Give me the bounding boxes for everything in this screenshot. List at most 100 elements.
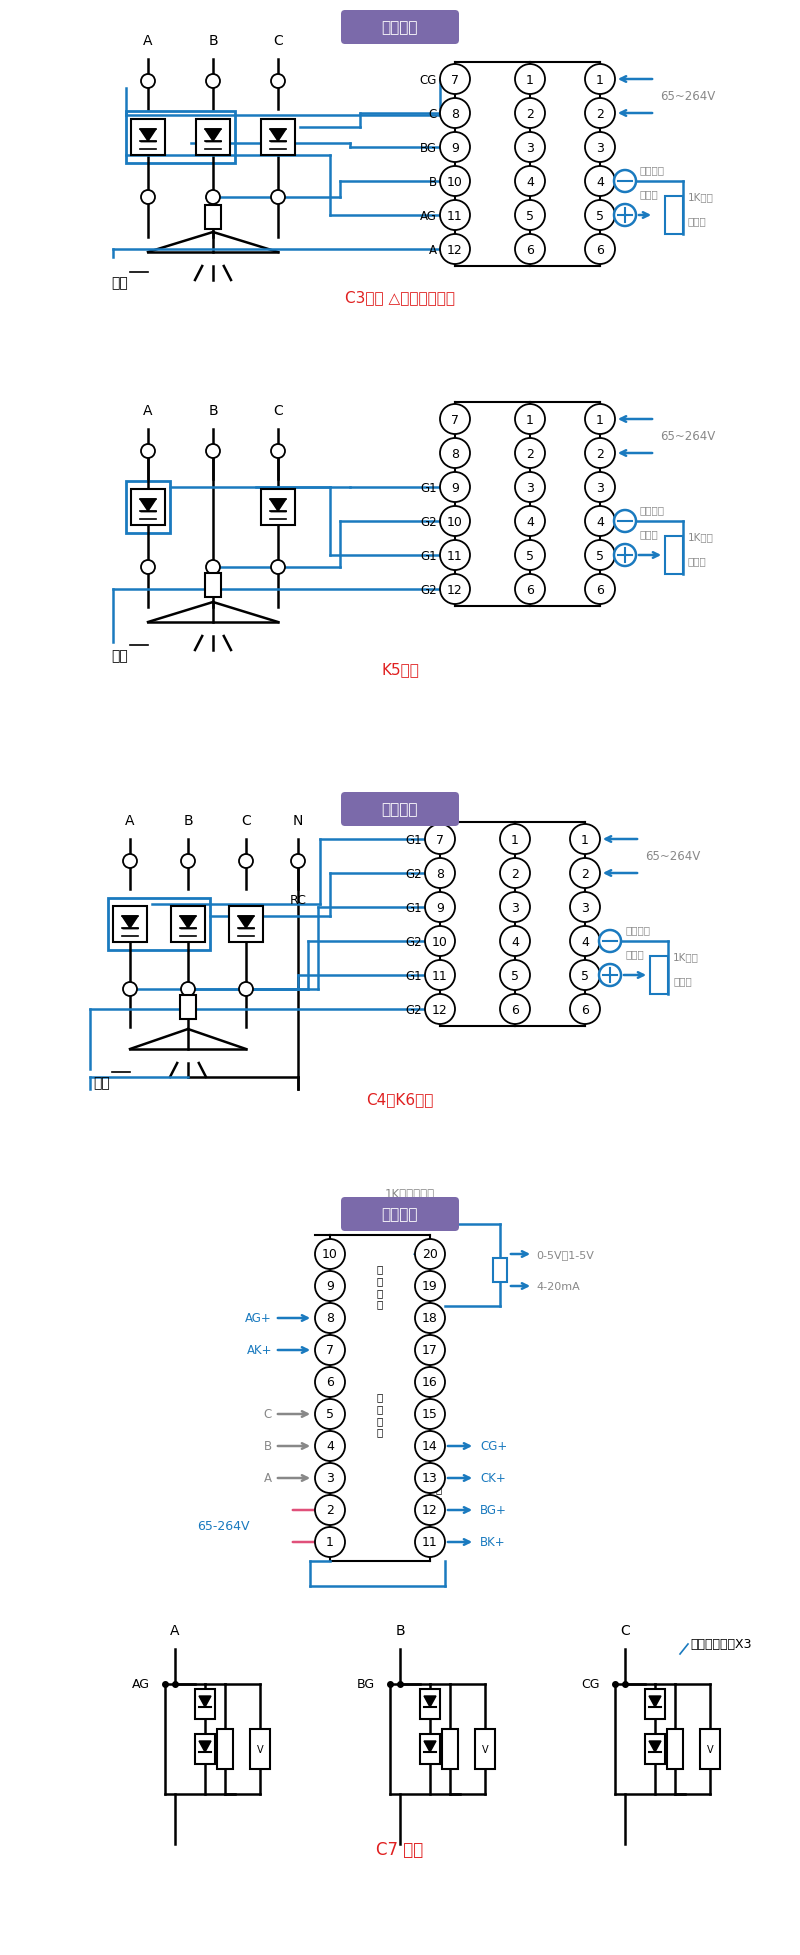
Text: 电位器: 电位器 xyxy=(688,555,706,565)
Text: G2: G2 xyxy=(420,583,437,596)
Circle shape xyxy=(570,995,600,1024)
Text: 4: 4 xyxy=(581,934,589,948)
Circle shape xyxy=(515,473,545,502)
Bar xyxy=(650,956,668,995)
Text: G1: G1 xyxy=(406,901,422,915)
Text: 2: 2 xyxy=(596,108,604,121)
Text: 3: 3 xyxy=(596,481,604,495)
Text: 或电流: 或电流 xyxy=(640,528,658,540)
Circle shape xyxy=(315,1304,345,1333)
Circle shape xyxy=(415,1527,445,1558)
Text: 1: 1 xyxy=(326,1537,334,1548)
Text: 5: 5 xyxy=(326,1408,334,1421)
Text: 脉
冲
输
出: 脉 冲 输 出 xyxy=(435,1472,442,1517)
Circle shape xyxy=(585,100,615,129)
Circle shape xyxy=(206,561,220,575)
Text: 三相四线: 三相四线 xyxy=(382,802,418,817)
Text: 1K以上: 1K以上 xyxy=(673,952,699,962)
Text: 5: 5 xyxy=(596,549,604,563)
Circle shape xyxy=(315,1496,345,1525)
Text: 3: 3 xyxy=(511,901,519,915)
Circle shape xyxy=(206,192,220,205)
Text: 3: 3 xyxy=(326,1472,334,1484)
Circle shape xyxy=(440,65,470,96)
Text: CG: CG xyxy=(420,74,437,86)
Bar xyxy=(131,119,165,156)
Text: CG: CG xyxy=(582,1677,600,1691)
Text: 14: 14 xyxy=(422,1439,438,1453)
Text: A: A xyxy=(143,405,153,418)
Circle shape xyxy=(440,166,470,197)
Text: 9: 9 xyxy=(451,141,459,154)
Bar xyxy=(475,1728,495,1769)
Text: -: - xyxy=(414,1281,419,1292)
Text: 10: 10 xyxy=(432,934,448,948)
Text: V: V xyxy=(706,1744,714,1754)
Text: 7: 7 xyxy=(451,413,459,426)
Text: 16: 16 xyxy=(422,1376,438,1388)
Circle shape xyxy=(599,964,621,987)
Text: 8: 8 xyxy=(326,1312,334,1325)
Bar xyxy=(645,1734,665,1763)
Circle shape xyxy=(181,854,195,868)
Circle shape xyxy=(271,561,285,575)
Text: 20: 20 xyxy=(422,1247,438,1261)
Circle shape xyxy=(291,854,305,868)
Text: 0-5V、1-5V: 0-5V、1-5V xyxy=(536,1249,594,1259)
Text: CK+: CK+ xyxy=(480,1472,506,1484)
Text: V: V xyxy=(257,1744,263,1754)
Circle shape xyxy=(315,1400,345,1429)
Circle shape xyxy=(585,65,615,96)
Circle shape xyxy=(500,825,530,854)
Circle shape xyxy=(141,192,155,205)
Text: 6: 6 xyxy=(596,242,604,256)
Circle shape xyxy=(271,74,285,90)
Circle shape xyxy=(515,405,545,434)
Circle shape xyxy=(440,506,470,538)
Polygon shape xyxy=(270,500,286,512)
Circle shape xyxy=(425,825,455,854)
Text: B: B xyxy=(395,1623,405,1636)
Bar xyxy=(195,1689,215,1718)
Circle shape xyxy=(315,1431,345,1460)
Circle shape xyxy=(239,854,253,868)
Text: 2: 2 xyxy=(596,448,604,459)
Circle shape xyxy=(415,1400,445,1429)
Polygon shape xyxy=(199,1697,211,1707)
Text: 3: 3 xyxy=(526,481,534,495)
Circle shape xyxy=(425,995,455,1024)
Text: 1K以上电位器: 1K以上电位器 xyxy=(385,1189,435,1200)
Text: AG+: AG+ xyxy=(246,1312,272,1325)
Circle shape xyxy=(585,506,615,538)
Circle shape xyxy=(515,542,545,571)
Polygon shape xyxy=(199,1742,211,1752)
Text: 1: 1 xyxy=(596,413,604,426)
Text: 11: 11 xyxy=(422,1537,438,1548)
Text: C: C xyxy=(429,108,437,121)
Circle shape xyxy=(614,170,636,194)
Text: 3: 3 xyxy=(581,901,589,915)
Circle shape xyxy=(315,1239,345,1269)
Text: 8: 8 xyxy=(451,448,459,459)
Polygon shape xyxy=(270,129,286,143)
Text: 2: 2 xyxy=(326,1503,334,1517)
Circle shape xyxy=(315,1527,345,1558)
Text: 12: 12 xyxy=(422,1503,438,1517)
Circle shape xyxy=(415,1431,445,1460)
Text: 2: 2 xyxy=(511,868,519,880)
Text: 9: 9 xyxy=(451,481,459,495)
FancyBboxPatch shape xyxy=(341,792,459,827)
Circle shape xyxy=(440,575,470,604)
Text: 三相半控: 三相半控 xyxy=(382,1206,418,1222)
Circle shape xyxy=(585,542,615,571)
Text: 6: 6 xyxy=(526,242,534,256)
Circle shape xyxy=(515,201,545,231)
Text: G1: G1 xyxy=(406,833,422,847)
Text: 3: 3 xyxy=(526,141,534,154)
Circle shape xyxy=(440,133,470,162)
Text: 15: 15 xyxy=(422,1408,438,1421)
Circle shape xyxy=(315,1271,345,1302)
Circle shape xyxy=(206,74,220,90)
Polygon shape xyxy=(238,917,254,929)
Circle shape xyxy=(614,545,636,567)
